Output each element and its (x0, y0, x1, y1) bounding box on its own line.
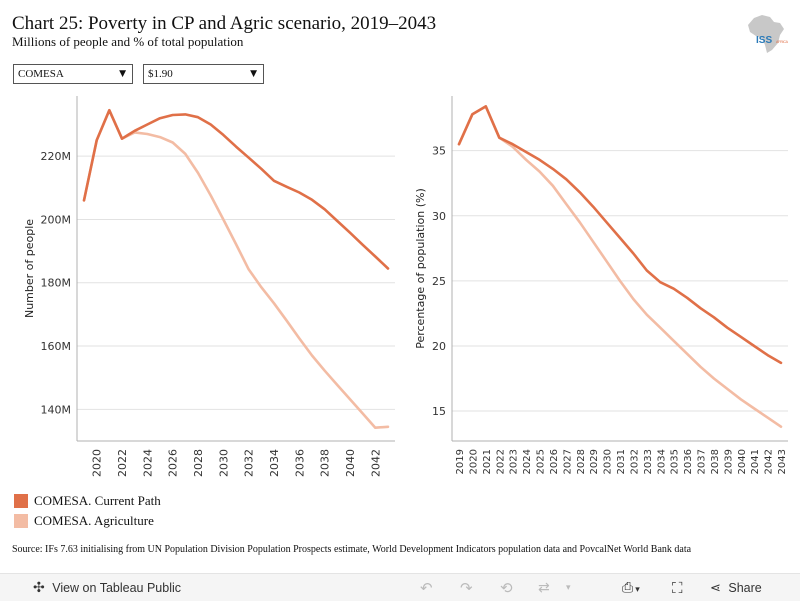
x-tick-label: 2028 (192, 449, 205, 477)
x-tick-label: 2042 (764, 449, 775, 474)
x-tick-label: 2030 (217, 449, 230, 477)
x-tick-label: 2025 (536, 449, 547, 474)
legend-swatch-current-path (14, 494, 28, 508)
download-icon[interactable]: ⎙ ▾ (622, 580, 640, 596)
share-icon: ⋖ (710, 581, 721, 596)
y-tick-label: 160M (41, 340, 72, 353)
poverty-line-dropdown[interactable]: $1.90 ▼ (143, 64, 264, 84)
x-tick-label: 2024 (522, 449, 533, 474)
y-tick-label: 220M (41, 150, 72, 163)
x-tick-label: 2043 (777, 449, 788, 474)
poverty-charts: 140M 160M 180M 200M 220M 2020 2022 2024 2026 2028… (23, 96, 788, 477)
x-tick-label: 2028 (576, 449, 587, 474)
x-tick-label: 2042 (369, 449, 382, 477)
share-label: Share (728, 581, 762, 595)
refresh-menu-chevron-icon[interactable]: ▾ (566, 583, 571, 593)
y-tick-label: 140M (41, 403, 72, 416)
x-tick-label: 2038 (710, 449, 721, 474)
undo-icon[interactable]: ↶ (420, 579, 433, 597)
x-tick-label: 2020 (468, 449, 479, 474)
x-tick-label: 2035 (670, 449, 681, 474)
refresh-icon[interactable]: ⇄ (538, 580, 550, 596)
x-tick-label: 2032 (243, 449, 256, 477)
x-tick-label: 2039 (723, 449, 734, 474)
region-filter-dropdown[interactable]: COMESA ▼ (13, 64, 133, 84)
view-on-tableau-button[interactable]: ✣ View on Tableau Public (33, 578, 181, 598)
x-tick-label: 2027 (562, 449, 573, 474)
y-tick-label: 20 (432, 340, 446, 353)
y-tick-label: 35 (432, 145, 446, 158)
x-tick-label: 2034 (656, 449, 667, 474)
x-tick-label: 2022 (116, 449, 129, 477)
x-tick-label: 2041 (750, 449, 761, 474)
y-tick-label: 25 (432, 275, 446, 288)
x-tick-label: 2021 (482, 449, 493, 474)
x-tick-label: 2037 (697, 449, 708, 474)
tableau-toolbar: ✣ View on Tableau Public ↶ ↷ ⟲ ⇄ ▾ ⎙ ▾ ⛶ … (0, 573, 800, 601)
x-tick-label: 2040 (737, 449, 748, 474)
chart-subtitle: Millions of people and % of total popula… (12, 34, 244, 49)
fullscreen-icon[interactable]: ⛶ (672, 579, 683, 597)
y-tick-label: 200M (41, 213, 72, 226)
x-tick-label: 2034 (268, 449, 281, 477)
logo-text-suffix: AFRICA (776, 40, 789, 44)
x-tick-label: 2036 (293, 449, 306, 477)
y-tick-label: 15 (432, 405, 446, 418)
x-tick-label: 2030 (603, 449, 614, 474)
dropdown-arrow-icon: ▼ (250, 69, 257, 79)
dropdown-arrow-icon: ▼ (119, 69, 126, 79)
tableau-logo-icon: ✣ (33, 580, 45, 596)
y-axis-title: Number of people (23, 219, 36, 318)
x-tick-label: 2033 (643, 449, 654, 474)
x-tick-label: 2026 (549, 449, 560, 474)
poverty-line-value: $1.90 (148, 68, 173, 80)
y-tick-label: 180M (41, 277, 72, 290)
y-tick-label: 30 (432, 210, 446, 223)
x-tick-label: 2020 (91, 449, 104, 477)
download-menu-chevron-icon: ▾ (635, 585, 640, 595)
y-axis-title: Percentage of population (%) (414, 188, 427, 349)
series-line-current-path (82, 108, 390, 270)
logo-text: ISS (756, 35, 772, 46)
iss-africa-logo: ISS AFRICA (748, 15, 789, 53)
legend-swatch-agriculture (14, 514, 28, 528)
region-filter-value: COMESA (18, 68, 64, 80)
redo-icon[interactable]: ↷ (460, 579, 473, 597)
x-tick-label: 2019 (455, 449, 466, 474)
x-tick-label: 2031 (616, 449, 627, 474)
view-on-tableau-label: View on Tableau Public (52, 581, 182, 595)
x-tick-label: 2038 (319, 449, 332, 477)
legend-label-agriculture: COMESA. Agriculture (34, 513, 154, 528)
x-tick-label: 2032 (629, 449, 640, 474)
x-tick-label: 2024 (141, 449, 154, 477)
chart-title: Chart 25: Poverty in CP and Agric scenar… (12, 13, 437, 34)
x-tick-label: 2036 (683, 449, 694, 474)
source-note: Source: IFs 7.63 initialising from UN Po… (12, 544, 692, 555)
legend-label-current-path: COMESA. Current Path (34, 493, 161, 508)
x-tick-label: 2040 (344, 449, 357, 477)
x-tick-label: 2023 (509, 449, 520, 474)
series-line-agriculture (457, 105, 783, 428)
series-line-agriculture (82, 108, 390, 429)
x-tick-label: 2029 (589, 449, 600, 474)
x-tick-label: 2022 (495, 449, 506, 474)
share-button[interactable]: ⋖ Share (710, 578, 762, 598)
series-line-current-path (457, 105, 783, 365)
x-tick-label: 2026 (167, 449, 180, 477)
revert-icon[interactable]: ⟲ (500, 579, 513, 597)
